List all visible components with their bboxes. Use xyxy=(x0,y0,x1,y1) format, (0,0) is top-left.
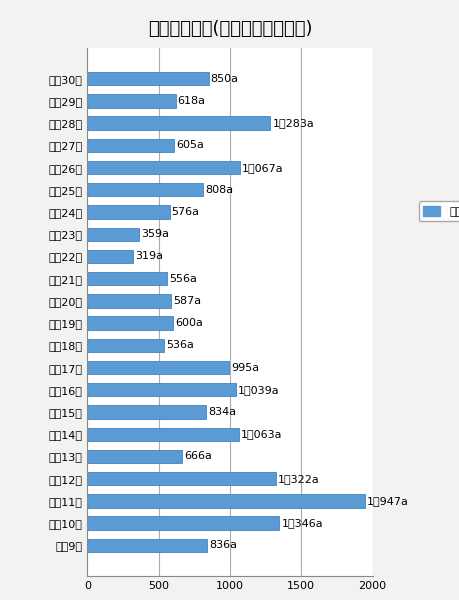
Bar xyxy=(87,517,279,530)
Text: 556a: 556a xyxy=(168,274,196,284)
Bar xyxy=(87,450,182,463)
Text: 618a: 618a xyxy=(177,96,205,106)
Bar xyxy=(87,272,166,286)
Bar xyxy=(87,205,169,218)
Text: 1，322a: 1，322a xyxy=(277,473,319,484)
Bar xyxy=(87,161,239,174)
Bar xyxy=(87,139,174,152)
Bar xyxy=(87,338,163,352)
Title: 農地転用面積(郡山市農業委員会): 農地転用面積(郡山市農業委員会) xyxy=(147,20,312,38)
Text: 666a: 666a xyxy=(184,451,212,461)
Text: 808a: 808a xyxy=(204,185,232,195)
Text: 995a: 995a xyxy=(231,362,259,373)
Text: 1，063a: 1，063a xyxy=(241,429,282,439)
Text: 1，947a: 1，947a xyxy=(366,496,408,506)
Text: 836a: 836a xyxy=(208,541,236,550)
Text: 1，039a: 1，039a xyxy=(237,385,279,395)
Bar xyxy=(87,72,208,85)
Bar xyxy=(87,539,206,552)
Bar xyxy=(87,183,202,196)
Text: 359a: 359a xyxy=(140,229,168,239)
Bar xyxy=(87,428,239,441)
Text: 536a: 536a xyxy=(166,340,193,350)
Text: 850a: 850a xyxy=(210,74,238,83)
Text: 576a: 576a xyxy=(171,207,199,217)
Bar xyxy=(87,406,206,419)
Bar xyxy=(87,94,175,107)
Text: 1，283a: 1，283a xyxy=(272,118,313,128)
Bar xyxy=(87,316,173,330)
Text: 587a: 587a xyxy=(173,296,201,306)
Bar xyxy=(87,494,364,508)
Bar xyxy=(87,116,270,130)
Bar xyxy=(87,361,229,374)
Bar xyxy=(87,250,133,263)
Text: 1，346a: 1，346a xyxy=(281,518,322,528)
Text: 600a: 600a xyxy=(175,318,202,328)
Text: 1，067a: 1，067a xyxy=(241,163,283,173)
Bar xyxy=(87,294,171,308)
Text: 605a: 605a xyxy=(175,140,203,151)
Legend: 面積（a）: 面積（a） xyxy=(418,202,459,221)
Text: 319a: 319a xyxy=(135,251,162,262)
Bar xyxy=(87,383,235,397)
Bar xyxy=(87,227,138,241)
Text: 834a: 834a xyxy=(208,407,236,417)
Bar xyxy=(87,472,275,485)
